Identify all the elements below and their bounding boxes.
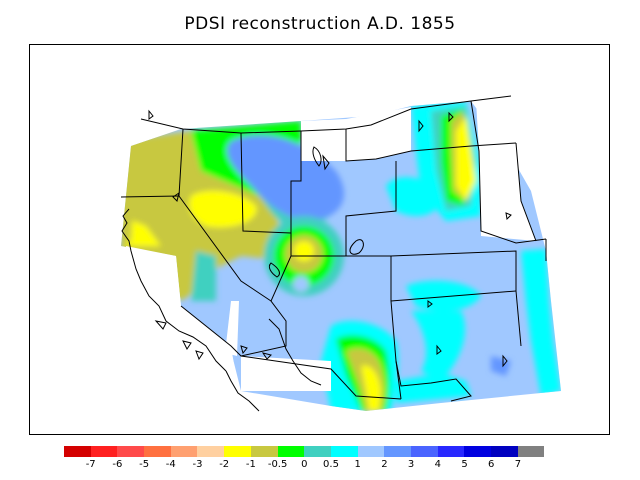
state-boundaries [120, 95, 547, 402]
legend-swatch [357, 446, 385, 457]
legend-label: 5 [461, 459, 468, 470]
legend-swatch [224, 446, 251, 457]
legend-label: -6 [112, 459, 123, 470]
legend-swatch [437, 446, 465, 457]
legend-labels: -7 -6 -5 -4 -3 -2 -1 -0.5 0 0.5 1 2 3 4 5 6 7 [0, 459, 640, 473]
legend-swatch [197, 446, 225, 457]
legend-swatch [90, 446, 118, 457]
legend-label: 0.5 [323, 459, 339, 470]
legend-label: -1 [245, 459, 256, 470]
legend-label: 6 [488, 459, 495, 470]
legend-swatch [464, 446, 491, 457]
map-frame [29, 44, 610, 435]
legend-swatch [117, 446, 145, 457]
legend-label: 3 [407, 459, 415, 470]
legend-label: 4 [434, 459, 441, 470]
legend-swatch [170, 446, 198, 457]
legend-swatch [64, 446, 91, 457]
map-title: PDSI reconstruction A.D. 1855 [184, 14, 456, 34]
legend-label: 7 [514, 459, 522, 470]
legend-colorbar [64, 446, 545, 457]
legend-label: 0 [301, 459, 308, 470]
legend-label: 2 [381, 459, 388, 470]
legend-label: -3 [192, 459, 203, 470]
legend-label: -7 [85, 459, 96, 470]
legend-label: -5 [139, 459, 150, 470]
legend-swatch [491, 446, 518, 457]
masked-areas [101, 91, 581, 399]
legend-label: 1 [354, 459, 361, 470]
legend-swatch [144, 446, 171, 457]
legend-swatch [277, 446, 305, 457]
islands [154, 320, 272, 361]
legend-swatch [250, 446, 278, 457]
pdsi-map [101, 91, 581, 412]
legend-swatch [384, 446, 411, 457]
legend-label: -4 [165, 459, 176, 470]
lakes [148, 109, 512, 368]
coastline [121, 208, 322, 412]
legend-swatch [517, 446, 545, 457]
legend-swatch [330, 446, 358, 457]
legend-label: -2 [219, 459, 230, 470]
legend-label: -0.5 [267, 459, 288, 470]
legend-swatch [304, 446, 331, 457]
legend-swatch [410, 446, 438, 457]
